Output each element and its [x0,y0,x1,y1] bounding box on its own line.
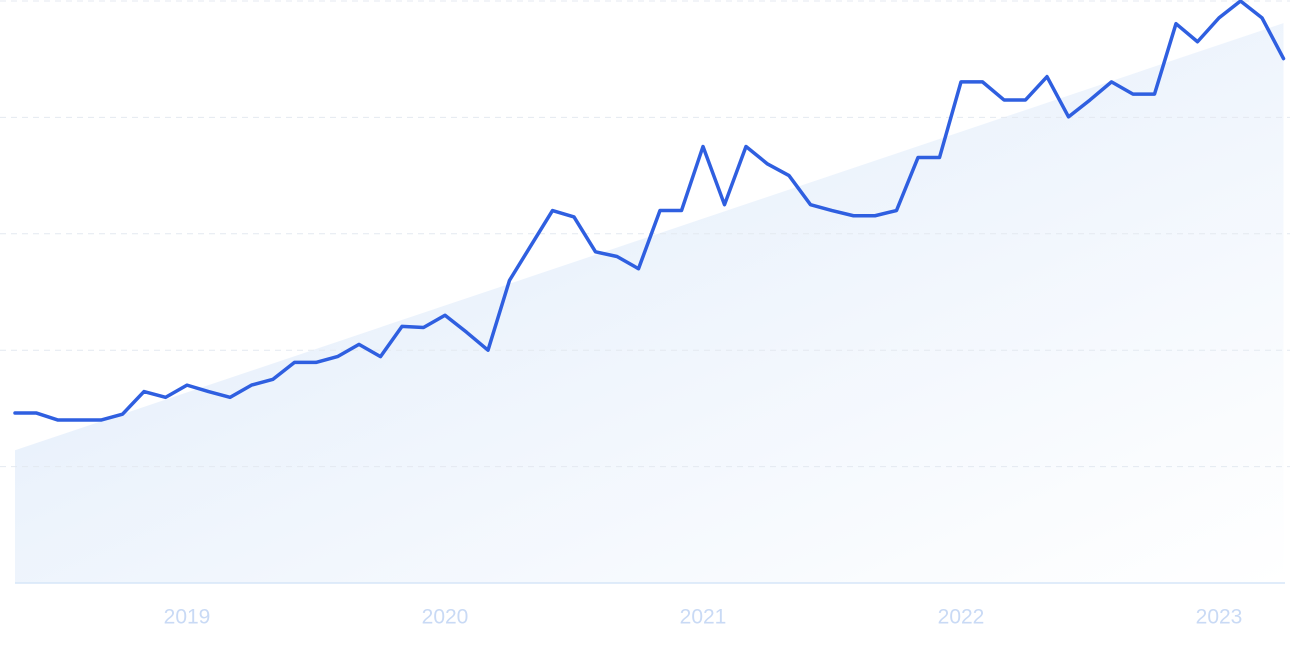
trend-area [15,23,1284,583]
x-tick-label: 2023 [1196,606,1243,629]
trend-line [13,0,1286,422]
x-tick-label: 2020 [422,606,469,629]
x-tick-label: 2022 [938,606,985,629]
x-tick-label: 2021 [680,606,727,629]
x-tick-label: 2019 [164,606,211,629]
